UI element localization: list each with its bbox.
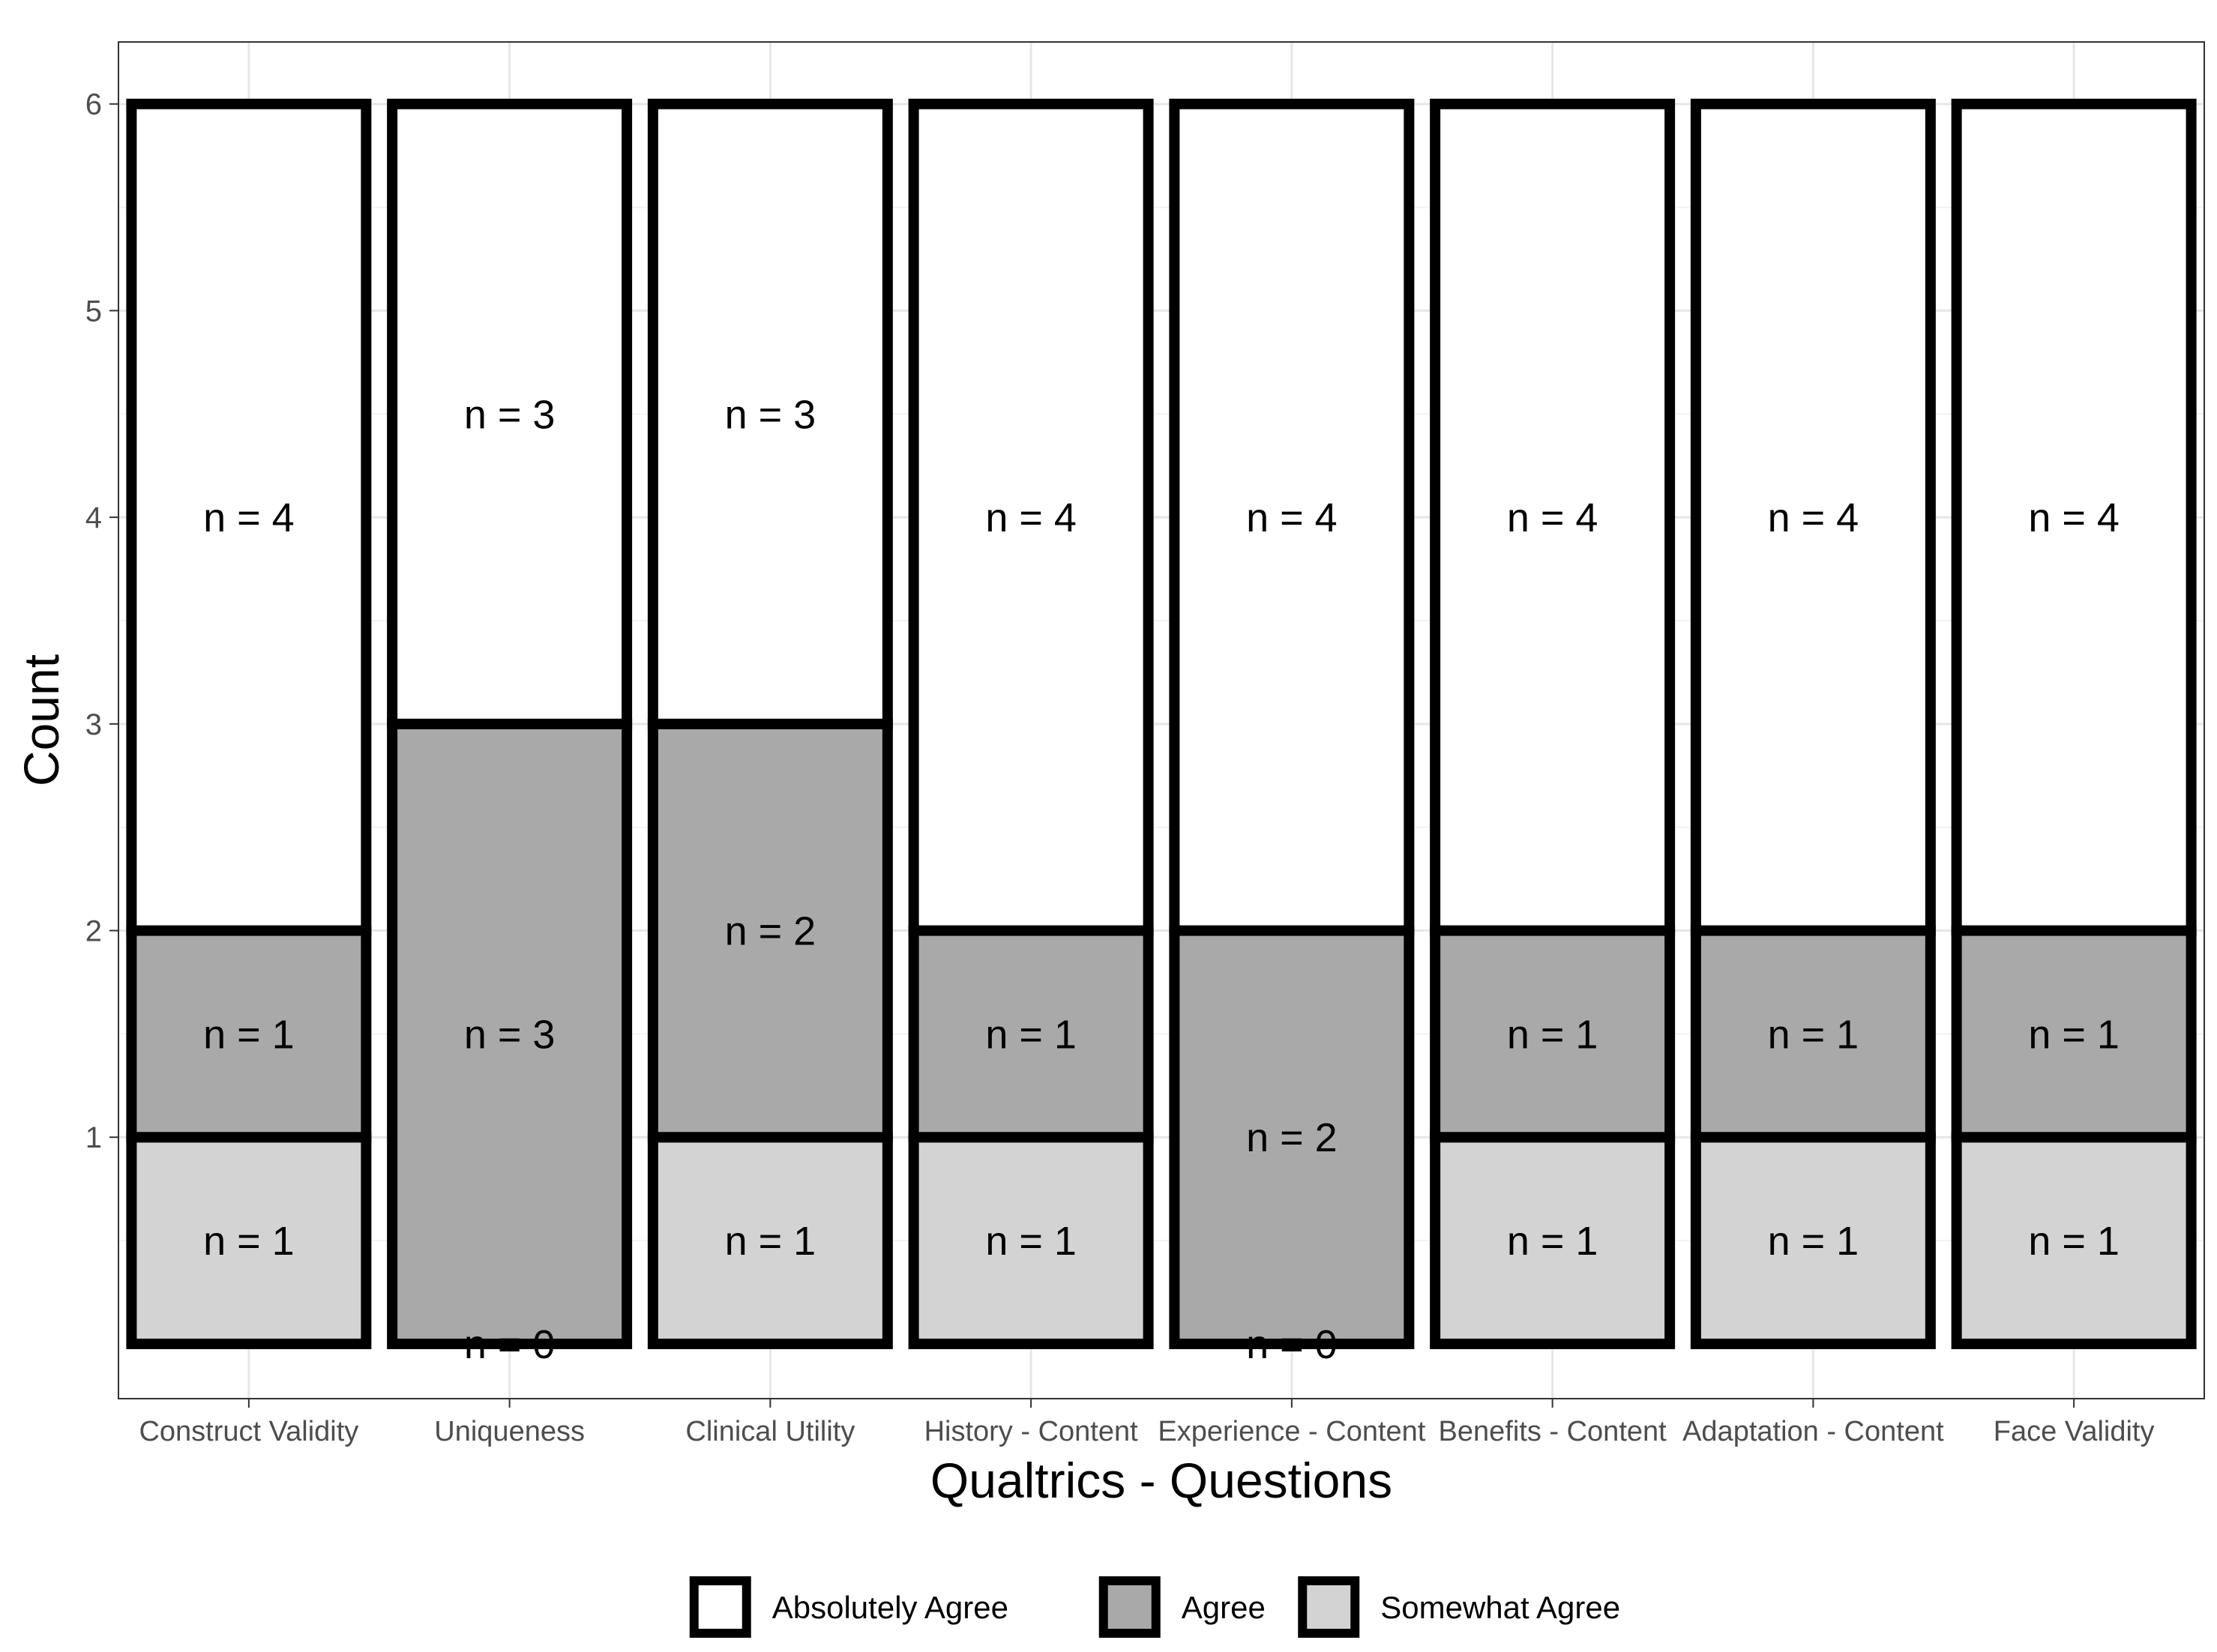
bar-segment-absolutely-agree [126, 98, 372, 936]
bar-data-label: n = 1 [203, 1012, 295, 1057]
bar-segment-somewhat-agree [126, 1132, 372, 1349]
x-tick-label: History - Content [924, 1416, 1139, 1447]
x-tick-label: Clinical Utility [685, 1416, 855, 1447]
legend-key-somewhat-agree [1298, 1576, 1360, 1638]
legend: Absolutely Agree Agree Somewhat Agree [689, 1576, 1620, 1638]
bar-segment-agree [908, 925, 1154, 1143]
bar-data-label: n = 3 [464, 1012, 556, 1057]
bar-data-label: n = 0 [464, 1322, 556, 1367]
panel-border [118, 41, 2205, 1399]
bar-segment-agree [387, 718, 633, 1349]
x-tick-label: Benefits - Content [1439, 1416, 1667, 1447]
bar-segment-absolutely-agree [387, 98, 633, 729]
bar-segment-somewhat-agree [647, 1132, 893, 1349]
bar-segment-somewhat-agree [1430, 1132, 1676, 1349]
legend-label: Agree [1182, 1590, 1266, 1625]
bar-data-label: n = 1 [1768, 1219, 1859, 1264]
x-tick-label: Experience - Content [1158, 1416, 1425, 1447]
y-tick-label: 6 [85, 88, 102, 121]
bar-data-label: n = 4 [1768, 495, 1859, 540]
bar-data-label: n = 1 [725, 1219, 816, 1264]
bar-segment-somewhat-agree [1951, 1132, 2197, 1349]
bar-segment-absolutely-agree [1430, 98, 1676, 936]
bar-data-label: n = 1 [985, 1219, 1077, 1264]
bar-data-label: n = 1 [2028, 1012, 2120, 1057]
bar-data-label: n = 1 [1507, 1219, 1598, 1264]
bar-data-label: n = 1 [985, 1012, 1077, 1057]
y-tick-label: 1 [85, 1121, 102, 1154]
bar-segment-absolutely-agree [1169, 98, 1415, 936]
x-tick-label: Adaptation - Content [1682, 1416, 1944, 1447]
bars [126, 98, 2197, 1349]
y-axis: 1 2 3 4 5 6 [85, 88, 118, 1154]
legend-key-agree [1098, 1576, 1161, 1638]
legend-label: Somewhat Agree [1380, 1590, 1620, 1625]
bar-data-label: n = 4 [2028, 495, 2120, 540]
bar-data-label: n = 4 [985, 495, 1077, 540]
bar-data-label: n = 4 [203, 495, 295, 540]
bar-segment-absolutely-agree [1690, 98, 1936, 936]
x-tick-label: Uniqueness [434, 1416, 585, 1447]
bar-data-label: n = 3 [464, 392, 556, 437]
bar-segment-agree [126, 925, 372, 1143]
bar-data-label: n = 4 [1246, 495, 1338, 540]
bar-data-label: n = 2 [1246, 1115, 1338, 1160]
bar-segment-absolutely-agree [647, 98, 893, 729]
x-tick-label: Face Validity [1994, 1416, 2155, 1447]
x-axis: Construct Validity Uniqueness Clinical Uti… [139, 1399, 2154, 1447]
y-axis-title: Count [13, 654, 69, 786]
legend-label: Absolutely Agree [772, 1590, 1008, 1625]
x-tick-label: Construct Validity [139, 1416, 358, 1447]
bar-data-label: n = 1 [2028, 1219, 2120, 1264]
y-tick-label: 2 [85, 915, 102, 948]
bar-labels: n = 1 n = 1 n = 4 n = 0 n = 3 n = 3 n = 1 n = 2… [203, 392, 2120, 1367]
bar-segment-somewhat-agree [908, 1132, 1154, 1349]
bar-segment-agree [647, 718, 893, 1143]
bar-data-label: n = 1 [1768, 1012, 1859, 1057]
y-tick-label: 3 [85, 708, 102, 741]
x-axis-title: Qualtrics - Questions [930, 1453, 1392, 1508]
bar-segment-absolutely-agree [1951, 98, 2197, 936]
bar-data-label: n = 0 [1246, 1322, 1338, 1367]
y-tick-label: 5 [85, 295, 102, 328]
legend-key-absolutely-agree [689, 1576, 751, 1638]
bar-data-label: n = 1 [1507, 1012, 1598, 1057]
bar-data-label: n = 3 [725, 392, 816, 437]
bar-segment-absolutely-agree [908, 98, 1154, 936]
bar-data-label: n = 2 [725, 909, 816, 954]
bar-data-label: n = 4 [1507, 495, 1598, 540]
y-tick-label: 4 [85, 501, 102, 534]
bar-data-label: n = 1 [203, 1219, 295, 1264]
